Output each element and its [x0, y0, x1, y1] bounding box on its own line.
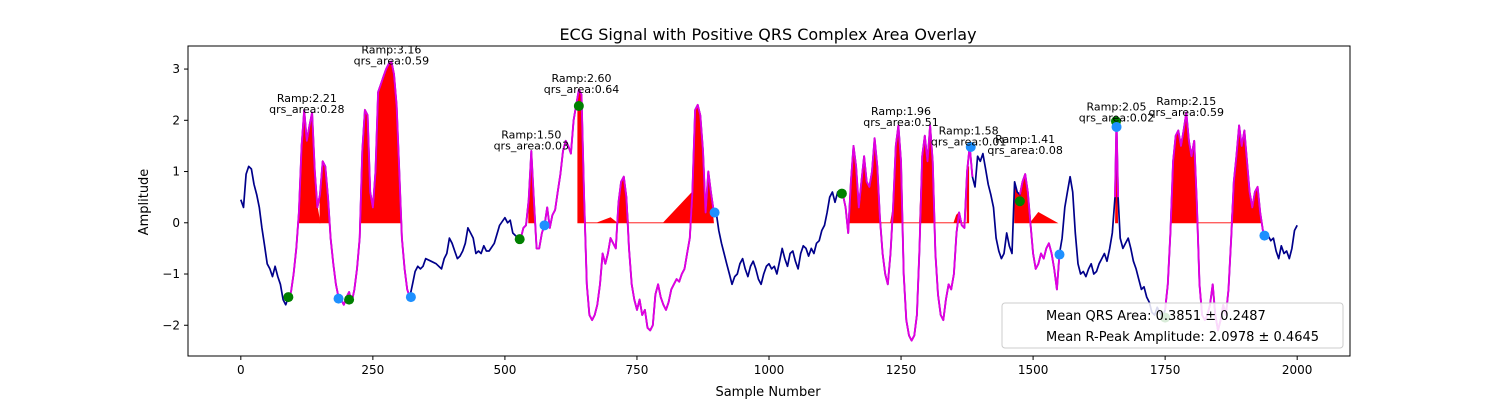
annotation-ramp-text: Ramp:2.21	[277, 92, 337, 105]
qrs-segment-7	[1018, 173, 1061, 291]
x-tick-label: 2000	[1282, 363, 1313, 377]
x-tick-label: 1500	[1018, 363, 1049, 377]
annotation-ramp-text: Ramp:2.05	[1087, 100, 1147, 113]
annotation-area-text: qrs_area:0.02	[1079, 111, 1154, 124]
annotation-ramp-text: Ramp:2.60	[551, 72, 611, 85]
legend-entry-qrs-area: Mean QRS Area: 0.3851 ± 0.2487	[1046, 309, 1266, 324]
qrs-onset-marker-3	[514, 234, 525, 245]
annotation-ramp-text: Ramp:1.58	[939, 124, 999, 137]
qrs-onset-marker-1	[283, 292, 294, 303]
annotation-ramp-text: Ramp:3.16	[361, 43, 421, 56]
annotation-ramp-text: Ramp:1.41	[995, 133, 1055, 146]
y-tick-label: 3	[172, 62, 180, 76]
ecg-signal-line	[239, 60, 1298, 342]
qrs-offset-marker-1	[333, 293, 344, 304]
x-tick-label: 250	[361, 363, 384, 377]
x-tick-label: 500	[493, 363, 516, 377]
qrs-segment-2	[350, 60, 411, 303]
peak-annotation-2: Ramp:3.16 qrs_area:0.59	[354, 43, 429, 67]
annotation-ramp-text: Ramp:1.96	[871, 105, 931, 118]
chart-title: ECG Signal with Positive QRS Complex Are…	[559, 25, 976, 44]
marker-layer	[283, 100, 1270, 323]
x-tick-label: 0	[237, 363, 245, 377]
y-tick-label: −2	[162, 318, 180, 332]
y-axis-label: Amplitude	[137, 169, 152, 236]
annotation-area-text: qrs_area:0.28	[269, 103, 344, 116]
annotation-area-text: qrs_area:0.03	[494, 140, 569, 153]
x-axis-ticks: 0 250 500 750 1000 1250 1500 1750 2000	[237, 356, 1312, 377]
qrs-onset-marker-4	[573, 100, 584, 111]
qrs-segment-5	[841, 124, 971, 342]
qrs-offset-marker-2	[405, 292, 416, 303]
annotation-area-text: qrs_area:0.59	[354, 54, 429, 67]
legend-entry-r-peak: Mean R-Peak Amplitude: 2.0978 ± 0.4645	[1046, 330, 1319, 345]
peak-annotation-4: Ramp:2.60 qrs_area:0.64	[544, 72, 619, 96]
y-axis-ticks: −2 −1 0 1 2 3	[162, 62, 188, 332]
annotation-ramp-text: Ramp:1.50	[501, 129, 561, 142]
qrs-segment-4	[543, 88, 717, 332]
qrs-segment-3	[519, 150, 546, 250]
annotation-area-text: qrs_area:0.64	[544, 83, 619, 96]
annotation-area-text: qrs_area:0.08	[987, 144, 1062, 157]
x-tick-label: 1250	[886, 363, 917, 377]
x-axis-label: Sample Number	[715, 385, 821, 400]
qrs-offset-marker-3	[539, 220, 550, 231]
x-tick-label: 1750	[1150, 363, 1181, 377]
qrs-offset-marker-6	[1054, 249, 1065, 260]
qrs-offset-marker-5	[965, 141, 976, 152]
legend-box	[1001, 302, 1344, 349]
qrs-onset-marker-5	[836, 188, 847, 199]
peak-annotation-7: Ramp:1.41 qrs_area:0.08	[987, 133, 1062, 157]
peak-annotation-6: Ramp:1.58 qrs_area:0.01	[931, 124, 1006, 148]
qrs-onset-marker-2	[344, 294, 355, 305]
peak-annotation-1: Ramp:2.21 qrs_area:0.28	[269, 92, 344, 116]
peak-annotation-5: Ramp:1.96 qrs_area:0.51	[863, 105, 938, 129]
qrs-onset-marker-6	[1014, 196, 1025, 207]
qrs-offset-marker-4	[709, 207, 720, 218]
peak-annotation-9: Ramp:2.15 qrs_area:0.59	[1149, 95, 1224, 119]
y-tick-label: −1	[162, 267, 180, 281]
annotation-area-text: qrs_area:0.51	[863, 116, 938, 129]
x-tick-label: 1000	[754, 363, 785, 377]
annotation-area-text: qrs_area:0.01	[931, 135, 1006, 148]
peak-annotation-8: Ramp:2.05 qrs_area:0.02	[1079, 100, 1154, 124]
peak-annotation-3: Ramp:1.50 qrs_area:0.03	[494, 129, 569, 153]
legend: Mean QRS Area: 0.3851 ± 0.2487 Mean R-Pe…	[1001, 302, 1344, 349]
annotation-area-text: qrs_area:0.59	[1149, 106, 1224, 119]
y-tick-label: 2	[172, 113, 180, 127]
y-tick-label: 0	[172, 216, 180, 230]
annotation-ramp-text: Ramp:2.15	[1156, 95, 1216, 108]
x-tick-label: 750	[626, 363, 649, 377]
qrs-offset-marker-7	[1111, 121, 1122, 132]
qrs-offset-marker-8	[1259, 230, 1270, 241]
y-tick-label: 1	[172, 165, 180, 179]
